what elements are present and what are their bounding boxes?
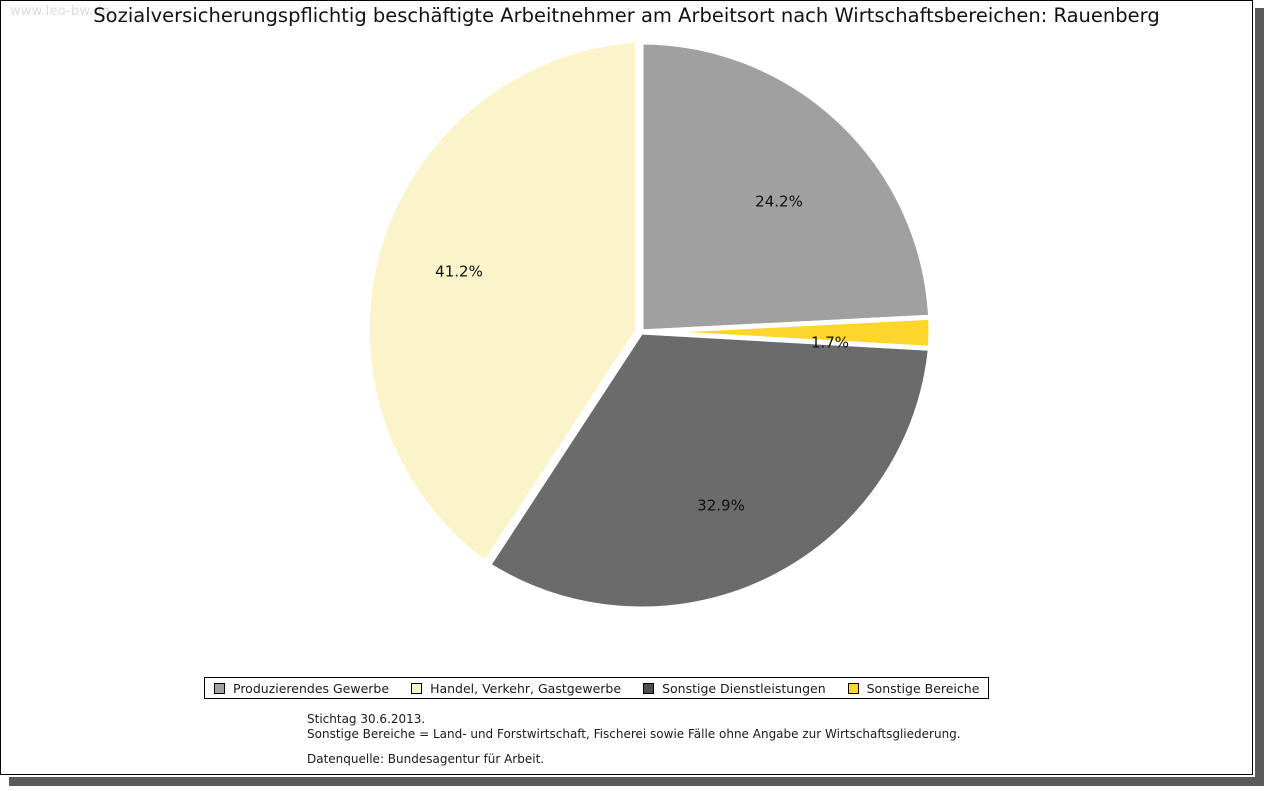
chart-title: Sozialversicherungspflichtig beschäftigt… <box>93 4 1160 27</box>
pie-label-handel-verkehr-gastgewerbe: 41.2% <box>435 263 483 281</box>
pie-svg: 24.2% 1.7% 32.9% 41.2% <box>364 37 934 612</box>
footnote-source: Datenquelle: Bundesagentur für Arbeit. <box>307 752 545 766</box>
legend-item-produzierendes-gewerbe[interactable]: Produzierendes Gewerbe <box>214 681 389 696</box>
legend-item-label: Sonstige Dienstleistungen <box>662 680 826 696</box>
legend-swatch-icon <box>214 682 225 694</box>
pie-value-labels: 24.2% 1.7% 32.9% 41.2% <box>435 193 849 515</box>
pie-slices <box>364 37 934 612</box>
legend-item-label: Sonstige Bereiche <box>866 680 980 696</box>
pie-slice-handel-verkehr-gastgewerbe[interactable] <box>364 37 641 567</box>
legend-item-label: Handel, Verkehr, Gastgewerbe <box>430 680 622 696</box>
chart-footnotes: Stichtag 30.6.2013. Sonstige Bereiche = … <box>307 712 961 767</box>
footnote-stichtag: Stichtag 30.6.2013. <box>307 712 426 726</box>
legend-item-sonstige-bereiche[interactable]: Sonstige Bereiche <box>847 680 980 696</box>
card-shadow-bottom <box>9 777 1264 786</box>
legend-swatch-icon <box>847 682 859 694</box>
legend-item-handel-verkehr-gastgewerbe[interactable]: Handel, Verkehr, Gastgewerbe <box>411 681 621 696</box>
legend-swatch-icon <box>643 682 655 694</box>
watermark: www.leo-bw.de <box>10 4 111 19</box>
pie-label-produzierendes-gewerbe: 24.2% <box>755 193 803 211</box>
pie-slice-produzierendes-gewerbe[interactable] <box>638 39 934 335</box>
pie-label-sonstige-dienstleistungen: 32.9% <box>697 497 745 515</box>
pie-slice-sonstige-dienstleistungen[interactable] <box>485 329 934 612</box>
legend-swatch-icon <box>411 682 423 694</box>
footnote-spacer <box>307 741 961 752</box>
legend-item-sonstige-dienstleistungen[interactable]: Sonstige Dienstleistungen <box>643 681 826 696</box>
pie-label-sonstige-bereiche: 1.7% <box>811 334 849 352</box>
card-shadow-right <box>1255 8 1264 783</box>
legend: Produzierendes Gewerbe Handel, Verkehr, … <box>204 677 990 699</box>
footnote-definition: Sonstige Bereiche = Land- und Forstwirts… <box>307 726 961 741</box>
pie-chart: 24.2% 1.7% 32.9% 41.2% <box>364 37 934 612</box>
legend-item-label: Produzierendes Gewerbe <box>233 680 390 696</box>
